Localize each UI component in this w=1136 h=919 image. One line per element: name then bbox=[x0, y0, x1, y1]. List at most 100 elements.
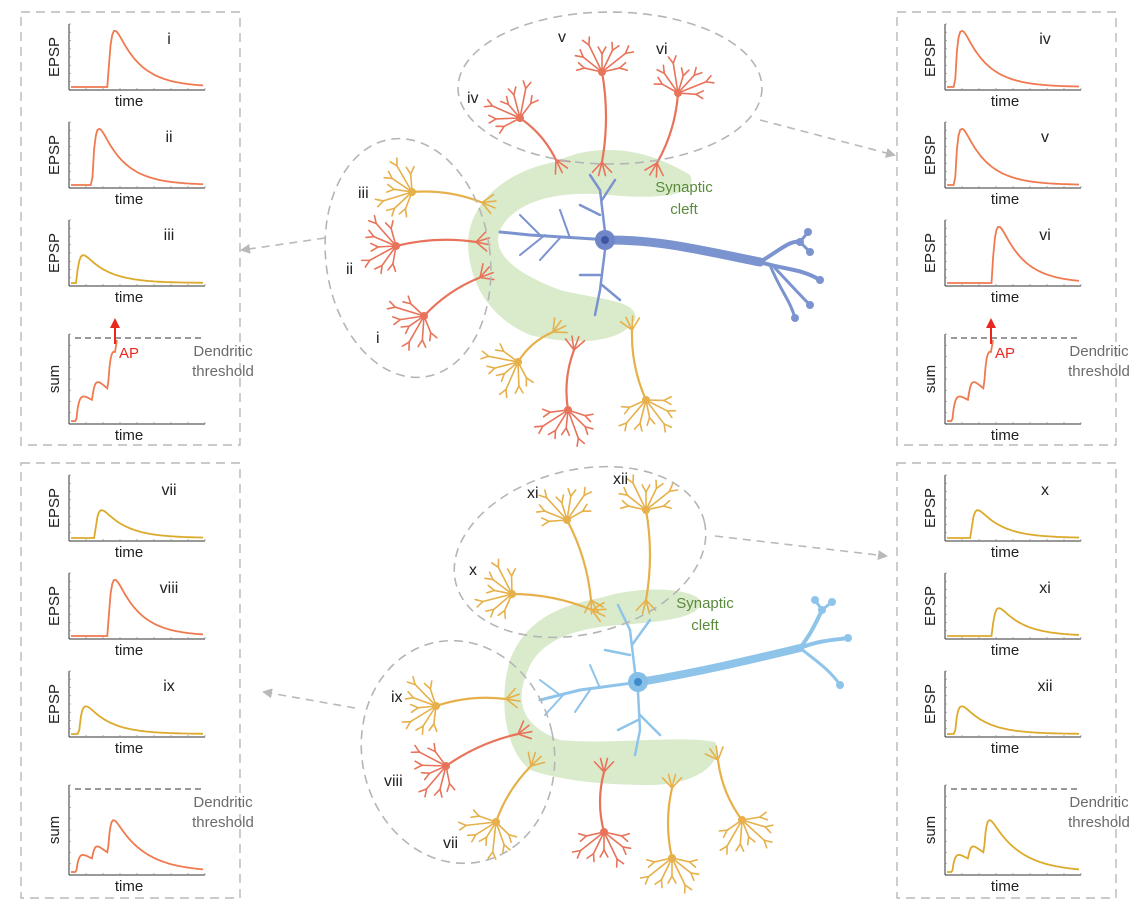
trace-label-iii: iii bbox=[164, 227, 175, 244]
neuron-iii bbox=[376, 158, 496, 217]
dendrite-twig bbox=[422, 340, 425, 347]
axon-terminal bbox=[592, 609, 606, 610]
dendrite-twig bbox=[617, 859, 624, 864]
dendrite-twig bbox=[394, 320, 400, 325]
dendrite-twig bbox=[393, 264, 396, 272]
x-axis-label: time bbox=[115, 740, 143, 757]
dendrite-branch bbox=[498, 567, 512, 594]
neuron-bottom-extra-3-soma bbox=[738, 816, 746, 824]
top-circuit bbox=[468, 150, 824, 341]
dendrite-twig bbox=[526, 378, 533, 382]
neuron-label-vi: vi bbox=[656, 41, 668, 58]
axon-terminal bbox=[555, 160, 556, 174]
synaptic-cleft-label-bottom-1: Synaptic bbox=[676, 595, 734, 612]
neuron-label-iii: iii bbox=[358, 185, 369, 202]
threshold-label-1: Dendritic bbox=[1069, 794, 1129, 811]
dendrite-twig bbox=[696, 94, 703, 98]
dendrite-twig bbox=[656, 484, 663, 489]
dendrite-twig bbox=[612, 46, 619, 51]
neuron-iii-soma bbox=[408, 188, 416, 196]
dendrite-twig bbox=[622, 834, 630, 836]
dendrite-twig bbox=[539, 426, 543, 433]
dendrite-twig bbox=[571, 490, 576, 496]
neuron-bottom-extra-2-soma bbox=[668, 854, 676, 862]
threshold-label-2: threshold bbox=[1068, 814, 1130, 831]
dendrite-branch bbox=[370, 246, 396, 260]
dendrite-twig bbox=[650, 418, 655, 424]
trace-label-v: v bbox=[1041, 129, 1049, 146]
dendrite-twig bbox=[664, 501, 670, 506]
dendrite-twig bbox=[388, 264, 393, 270]
dendrite-twig bbox=[430, 681, 431, 689]
dendrite-twig bbox=[378, 201, 384, 207]
dendrite-twig bbox=[393, 317, 401, 320]
dendrite-twig bbox=[542, 521, 549, 525]
dendrite-twig bbox=[492, 563, 499, 567]
axon bbox=[446, 734, 518, 766]
trace-label-vi: vi bbox=[1039, 227, 1051, 244]
axon bbox=[646, 510, 650, 600]
dendrite-twig bbox=[369, 230, 374, 236]
dendrite-twig bbox=[504, 845, 510, 850]
neuron-v-soma bbox=[598, 68, 606, 76]
ap-arrow-head bbox=[986, 318, 996, 328]
dendrite-twig bbox=[622, 836, 628, 841]
dendrite-twig bbox=[460, 825, 467, 830]
dendrite-twig bbox=[549, 430, 556, 434]
dendrite-twig bbox=[706, 82, 714, 83]
x-axis-label: time bbox=[115, 93, 143, 110]
dendrite-twig bbox=[668, 876, 672, 883]
y-axis-label-epsp: EPSP bbox=[46, 684, 63, 724]
neuron-top-extra-1-soma bbox=[514, 358, 522, 366]
dendrite-twig bbox=[760, 812, 766, 817]
epsp-trace-ix bbox=[71, 706, 203, 734]
neuron-iv bbox=[485, 81, 570, 174]
dendrite-twig bbox=[566, 428, 569, 435]
axon bbox=[496, 766, 531, 822]
dendrite-twig bbox=[406, 167, 410, 174]
threshold-label-2: threshold bbox=[1068, 363, 1130, 380]
dendrite-twig bbox=[620, 63, 626, 68]
dendrite-twig bbox=[488, 100, 493, 106]
dendrite-twig bbox=[585, 414, 593, 415]
dendrite-twig bbox=[408, 692, 413, 698]
dendrite-twig bbox=[748, 837, 749, 845]
dendrite-twig bbox=[503, 845, 504, 853]
axon-terminal bbox=[718, 747, 723, 760]
synaptic-cleft-label-top-1: Synaptic bbox=[655, 179, 713, 196]
neuron-top-extra-3 bbox=[619, 316, 675, 432]
dendrite-twig bbox=[376, 199, 384, 201]
dendrite-twig bbox=[505, 610, 506, 618]
neuron-label-v: v bbox=[558, 29, 566, 46]
x-axis-label: time bbox=[991, 191, 1019, 208]
ap-label: AP bbox=[995, 345, 1015, 362]
dendrite-twig bbox=[508, 89, 514, 95]
dendrite-twig bbox=[487, 590, 495, 592]
y-axis-label-epsp: EPSP bbox=[922, 684, 939, 724]
dendrite-twig bbox=[706, 76, 711, 82]
dendrite-branch bbox=[419, 752, 446, 766]
neuron-xii-soma bbox=[642, 506, 650, 514]
axon bbox=[602, 72, 606, 162]
dendrite-twig bbox=[587, 854, 594, 859]
dendrite-twig bbox=[647, 418, 649, 426]
dendrite-twig bbox=[371, 247, 378, 251]
neuron-label-ii: ii bbox=[346, 261, 353, 278]
ap-arrow-head bbox=[110, 318, 120, 328]
dendrite-twig bbox=[489, 368, 495, 374]
sum-trace bbox=[947, 820, 1079, 872]
dendrite-twig bbox=[655, 880, 662, 885]
dendrite-twig bbox=[672, 876, 676, 883]
dendrite-twig bbox=[434, 724, 437, 731]
neuron-bottom-extra-1-soma bbox=[600, 828, 608, 836]
dendrite-twig bbox=[514, 87, 516, 95]
dendrite-twig bbox=[583, 504, 587, 511]
dendrite-twig bbox=[648, 862, 654, 867]
trace-label-viii: viii bbox=[160, 580, 179, 597]
dendrite-twig bbox=[386, 223, 392, 229]
dendrite-twig bbox=[519, 386, 523, 393]
panel-top-left: EPSPtimeiEPSPtimeiiEPSPtimeiiisumtimeDen… bbox=[46, 24, 254, 444]
y-axis-label-epsp: EPSP bbox=[46, 233, 63, 273]
dendrite-twig bbox=[673, 56, 676, 64]
neuron-label-xi: xi bbox=[527, 485, 539, 502]
